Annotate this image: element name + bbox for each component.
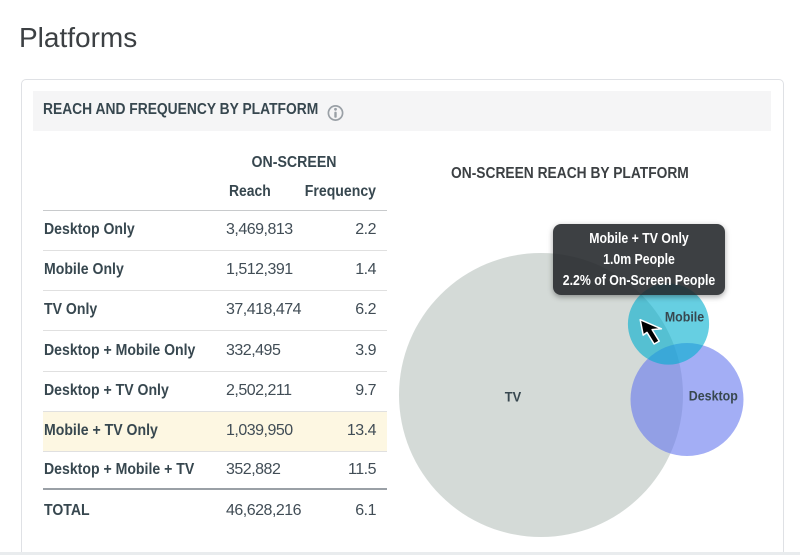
svg-text:Desktop: Desktop xyxy=(689,388,738,404)
svg-text:Mobile: Mobile xyxy=(665,309,704,325)
svg-text:TV: TV xyxy=(505,389,522,404)
